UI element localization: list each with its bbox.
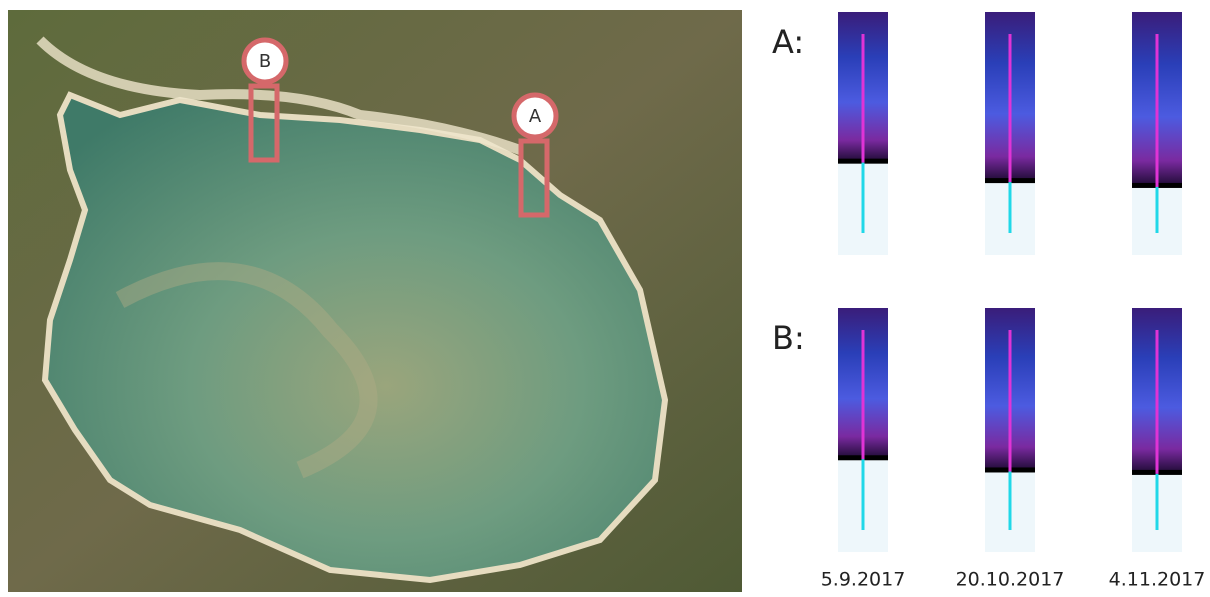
- date-label: 5.9.2017: [821, 569, 906, 591]
- marker-label: B: [259, 51, 271, 72]
- row-label: A:: [772, 23, 804, 61]
- figure: B A A: B: 5.9.2017 20.10.2017 4.11.2017: [0, 0, 1210, 597]
- date-label: 4.11.2017: [1109, 569, 1206, 591]
- marker-label: A: [529, 106, 542, 127]
- row-label: B:: [772, 319, 805, 357]
- figure-canvas: B A A: B: 5.9.2017 20.10.2017 4.11.2017: [0, 0, 1210, 597]
- date-label: 20.10.2017: [956, 569, 1065, 591]
